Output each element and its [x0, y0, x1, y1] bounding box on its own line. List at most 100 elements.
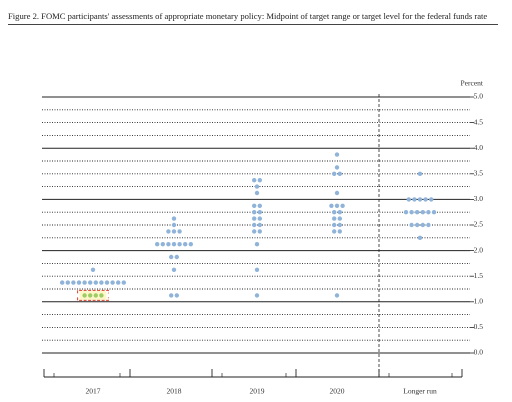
dot — [171, 222, 177, 228]
y-tick-label: 1.5 — [474, 271, 484, 280]
dot — [337, 229, 342, 234]
dot — [257, 216, 262, 221]
y-tick-label: 3.5 — [474, 169, 484, 178]
dot — [403, 210, 409, 215]
dot — [99, 280, 104, 285]
dot — [334, 152, 340, 157]
dot — [409, 210, 414, 215]
dot — [426, 210, 431, 215]
dot — [252, 210, 257, 215]
dot — [329, 203, 334, 208]
x-tick-label: 2017 — [86, 387, 101, 396]
dot — [332, 210, 337, 215]
dot — [332, 222, 337, 228]
dot — [174, 293, 179, 298]
dot — [174, 254, 179, 260]
dot — [334, 293, 340, 298]
dot — [71, 280, 76, 285]
dot — [169, 293, 174, 298]
dot — [417, 171, 423, 176]
y-tick-label: 5.0 — [474, 92, 484, 101]
dot — [334, 203, 340, 208]
dot — [420, 210, 425, 215]
dot — [166, 242, 171, 247]
dot — [332, 171, 337, 176]
dot — [415, 222, 420, 228]
dot — [337, 210, 342, 215]
dot — [252, 203, 257, 208]
dot — [166, 229, 171, 234]
dot — [423, 197, 428, 202]
dot — [93, 293, 99, 298]
dot — [337, 216, 342, 221]
dot — [121, 280, 127, 285]
dot — [332, 216, 337, 221]
dot — [257, 210, 262, 215]
dot — [417, 197, 423, 202]
dot — [252, 222, 257, 228]
x-tick-label: 2019 — [250, 387, 265, 396]
y-tick-label: 4.0 — [474, 143, 484, 152]
dot — [183, 242, 188, 247]
x-tick-label: 2018 — [167, 387, 182, 396]
dot — [426, 222, 431, 228]
dot — [169, 254, 174, 260]
dot — [88, 280, 93, 285]
dot — [337, 171, 342, 176]
dot — [257, 203, 262, 208]
dot — [252, 229, 257, 234]
dot — [160, 242, 165, 247]
dot — [82, 293, 87, 298]
y-tick-label: 0.5 — [474, 322, 484, 331]
y-tick-label: 3.0 — [474, 194, 484, 203]
y-tick-label: 1.0 — [474, 297, 484, 306]
dot — [257, 229, 262, 234]
chart-title: Figure 2. FOMC participants' assessments… — [8, 10, 498, 25]
x-tick-label: 2020 — [330, 387, 345, 396]
dot — [337, 222, 342, 228]
dot — [171, 242, 177, 247]
y-tick-label: 4.5 — [474, 117, 484, 126]
dot — [177, 229, 182, 234]
dot — [257, 178, 262, 183]
dot — [406, 197, 411, 202]
dot — [431, 210, 437, 215]
highlight-bracket — [77, 289, 109, 301]
dot — [334, 190, 340, 196]
dot — [429, 197, 434, 202]
dot — [254, 190, 260, 196]
dot — [90, 267, 96, 272]
dot — [254, 242, 260, 247]
dot — [252, 216, 257, 221]
dot — [116, 280, 121, 285]
dot — [76, 280, 82, 285]
x-tick-label: Longer run — [403, 387, 437, 396]
dot — [340, 203, 345, 208]
dot — [171, 216, 177, 221]
dot — [334, 165, 340, 170]
dot — [252, 178, 257, 183]
dot — [155, 242, 160, 247]
dot — [110, 280, 115, 285]
dot — [104, 280, 110, 285]
dot — [420, 222, 425, 228]
dot — [82, 280, 87, 285]
dot — [417, 235, 423, 240]
dot — [415, 210, 420, 215]
dot — [93, 280, 99, 285]
dot — [188, 242, 193, 247]
dot — [254, 267, 260, 272]
y-tick-label: 2.0 — [474, 245, 484, 254]
highlight-box — [79, 290, 107, 300]
dot — [254, 184, 260, 189]
y-tick-label: 2.5 — [474, 220, 484, 229]
dot — [99, 293, 104, 298]
dot — [412, 197, 417, 202]
dot — [254, 293, 260, 298]
dot — [409, 222, 414, 228]
y-tick-label: 0.0 — [474, 348, 484, 357]
dot — [171, 267, 177, 272]
dot — [257, 222, 262, 228]
